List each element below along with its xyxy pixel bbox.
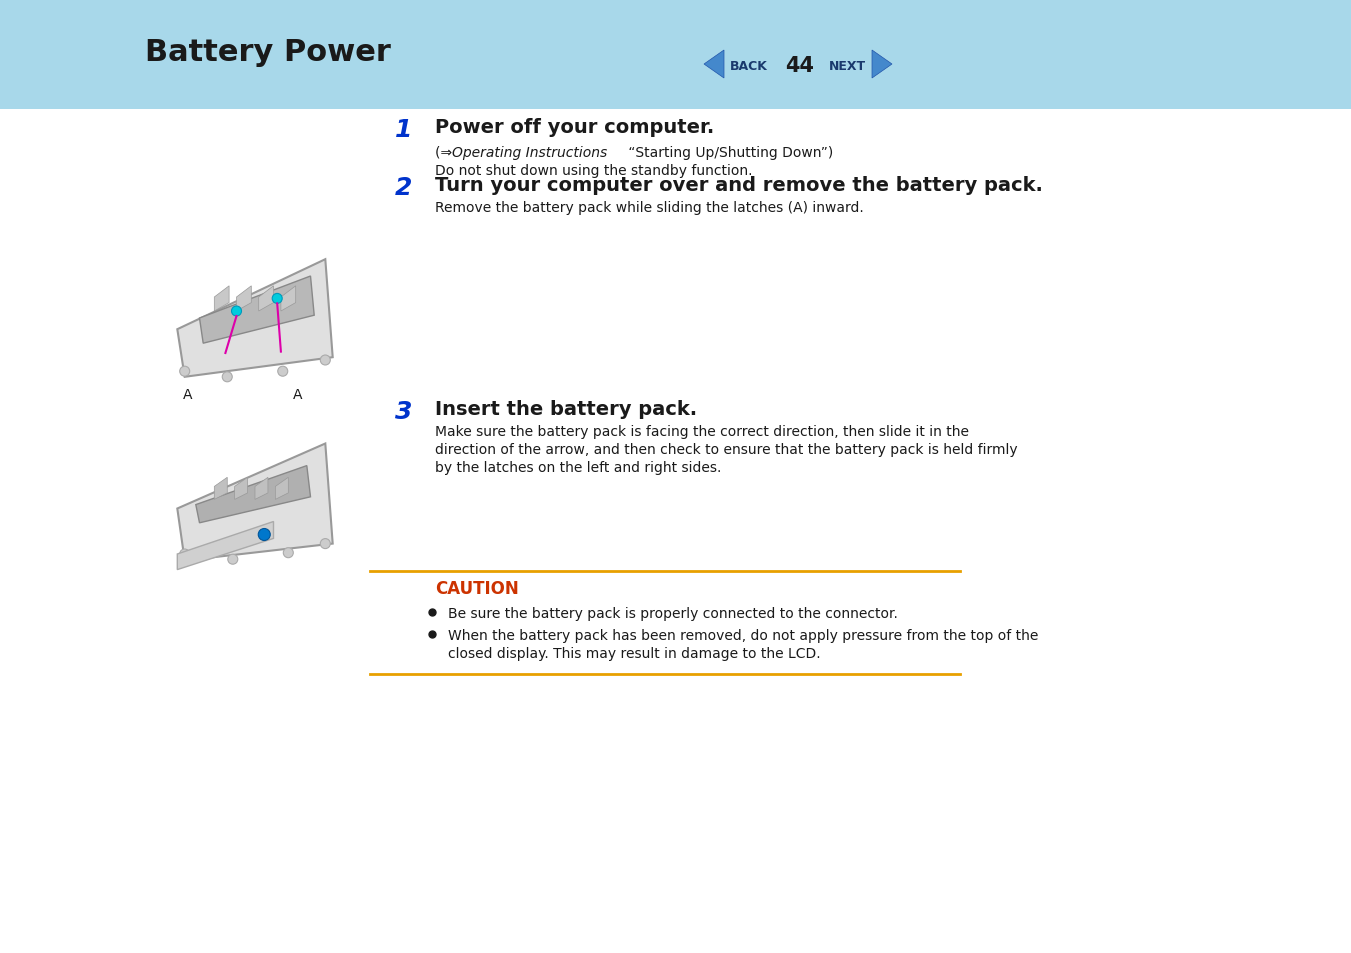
Polygon shape [177,260,332,377]
Text: direction of the arrow, and then check to ensure that the battery pack is held f: direction of the arrow, and then check t… [435,442,1017,456]
Text: Remove the battery pack while sliding the latches (A) inward.: Remove the battery pack while sliding th… [435,201,863,214]
Circle shape [278,367,288,376]
Text: BACK: BACK [730,59,767,72]
Circle shape [284,548,293,558]
Circle shape [180,367,189,376]
Polygon shape [704,51,724,79]
Polygon shape [177,522,273,570]
Text: 2: 2 [394,175,412,200]
Text: 44: 44 [785,56,815,76]
Text: NEXT: NEXT [830,59,866,72]
Circle shape [320,355,330,366]
Text: Operating Instructions: Operating Instructions [453,146,607,160]
Text: by the latches on the left and right sides.: by the latches on the left and right sid… [435,460,721,475]
Circle shape [231,307,242,316]
Polygon shape [200,276,315,344]
FancyBboxPatch shape [0,110,1351,953]
Text: “Starting Up/Shutting Down”): “Starting Up/Shutting Down”) [624,146,834,160]
Circle shape [180,550,189,559]
Text: Turn your computer over and remove the battery pack.: Turn your computer over and remove the b… [435,175,1043,194]
Text: (⇒: (⇒ [435,146,457,160]
FancyBboxPatch shape [0,0,1351,110]
Circle shape [258,529,270,541]
Circle shape [272,294,282,304]
Text: Do not shut down using the standby function.: Do not shut down using the standby funct… [435,164,753,178]
Text: Insert the battery pack.: Insert the battery pack. [435,399,697,418]
Polygon shape [236,287,251,312]
Circle shape [223,373,232,382]
Circle shape [320,539,330,549]
Text: CAUTION: CAUTION [435,579,519,598]
Polygon shape [258,287,273,312]
Text: A: A [293,388,303,401]
Text: When the battery pack has been removed, do not apply pressure from the top of th: When the battery pack has been removed, … [449,628,1039,642]
Text: Power off your computer.: Power off your computer. [435,118,715,137]
Text: closed display. This may result in damage to the LCD.: closed display. This may result in damag… [449,646,820,660]
Text: Make sure the battery pack is facing the correct direction, then slide it in the: Make sure the battery pack is facing the… [435,424,969,438]
Polygon shape [215,477,227,500]
Polygon shape [196,466,311,523]
Polygon shape [255,477,267,500]
Text: A: A [184,388,193,401]
Circle shape [228,555,238,564]
Polygon shape [281,287,296,312]
Polygon shape [177,444,332,561]
Text: Be sure the battery pack is properly connected to the connector.: Be sure the battery pack is properly con… [449,606,898,620]
Polygon shape [871,51,892,79]
Text: 1: 1 [394,118,412,142]
Text: Battery Power: Battery Power [145,38,390,67]
Polygon shape [276,477,288,500]
Polygon shape [215,287,230,312]
Text: 3: 3 [394,399,412,423]
Polygon shape [235,477,247,500]
